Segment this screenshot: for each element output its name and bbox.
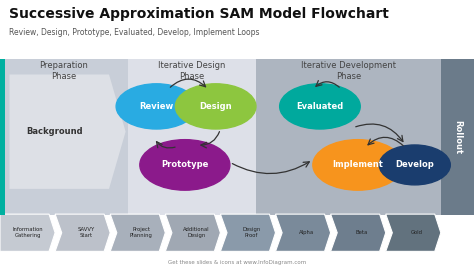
FancyBboxPatch shape — [0, 0, 474, 59]
Polygon shape — [110, 214, 165, 251]
Polygon shape — [386, 214, 441, 251]
Text: Evaluated: Evaluated — [296, 102, 344, 111]
Text: Develop: Develop — [395, 160, 434, 169]
FancyBboxPatch shape — [0, 59, 128, 215]
Circle shape — [175, 84, 256, 129]
Text: Get these slides & icons at www.InfoDiagram.com: Get these slides & icons at www.InfoDiag… — [168, 260, 306, 265]
Circle shape — [140, 140, 230, 190]
Text: Preparation
Phase: Preparation Phase — [39, 61, 89, 81]
Text: Design: Design — [200, 102, 232, 111]
Polygon shape — [220, 214, 275, 251]
FancyBboxPatch shape — [0, 59, 5, 215]
Polygon shape — [165, 214, 220, 251]
Polygon shape — [9, 74, 126, 189]
Text: Additional
Design: Additional Design — [183, 227, 210, 238]
Text: Beta: Beta — [356, 230, 368, 235]
Polygon shape — [331, 214, 386, 251]
Text: Information
Gathering: Information Gathering — [12, 227, 43, 238]
Circle shape — [313, 140, 403, 190]
Text: Implement: Implement — [332, 160, 383, 169]
Text: Review: Review — [139, 102, 173, 111]
Text: Review, Design, Prototype, Evaluated, Develop, Implement Loops: Review, Design, Prototype, Evaluated, De… — [9, 28, 260, 37]
Text: Successive Approximation SAM Model Flowchart: Successive Approximation SAM Model Flowc… — [9, 7, 389, 21]
Circle shape — [280, 84, 360, 129]
Text: SAVVY
Start: SAVVY Start — [77, 227, 95, 238]
Text: Project
Planning: Project Planning — [129, 227, 153, 238]
Circle shape — [116, 84, 197, 129]
Polygon shape — [55, 214, 110, 251]
Text: Rollout: Rollout — [453, 120, 462, 154]
Circle shape — [379, 145, 450, 185]
Text: Background: Background — [26, 127, 83, 136]
Text: Prototype: Prototype — [161, 160, 209, 169]
FancyBboxPatch shape — [441, 59, 474, 215]
Text: Iterative Development
Phase: Iterative Development Phase — [301, 61, 396, 81]
Text: Iterative Design
Phase: Iterative Design Phase — [158, 61, 226, 81]
FancyBboxPatch shape — [256, 59, 441, 215]
FancyBboxPatch shape — [128, 59, 256, 215]
Polygon shape — [275, 214, 331, 251]
Text: Alpha: Alpha — [299, 230, 314, 235]
Text: Gold: Gold — [410, 230, 423, 235]
Text: Design
Proof: Design Proof — [242, 227, 260, 238]
Polygon shape — [0, 214, 55, 251]
